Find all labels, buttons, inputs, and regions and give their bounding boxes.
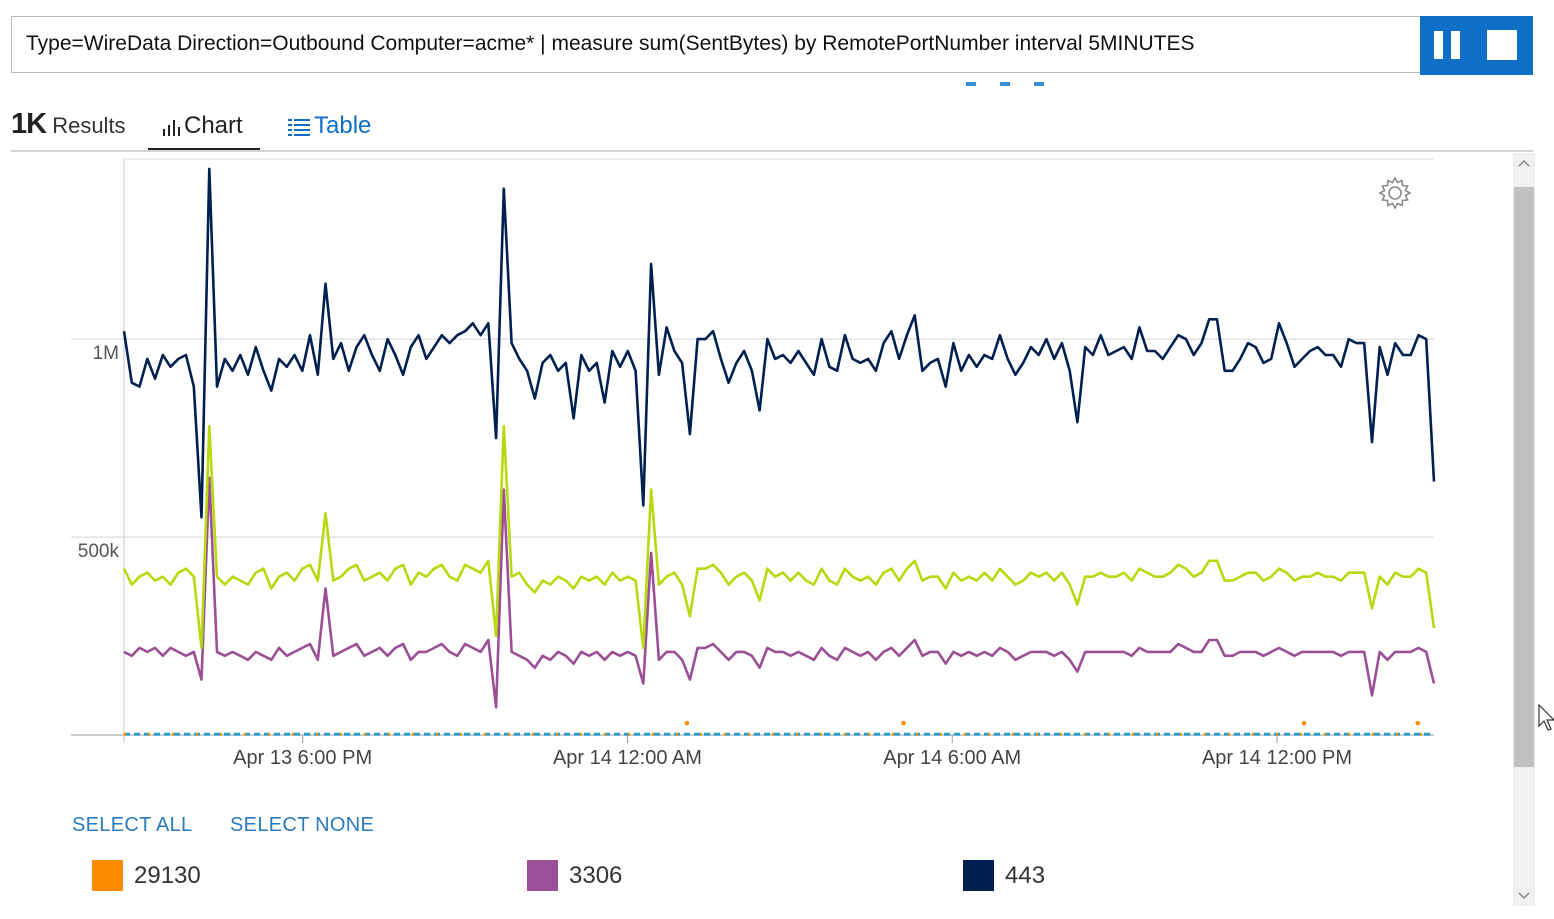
query-controls bbox=[1420, 16, 1533, 75]
scroll-thumb[interactable] bbox=[1514, 187, 1534, 767]
series-point-29130 bbox=[901, 720, 906, 726]
mouse-cursor-icon bbox=[1538, 704, 1554, 731]
tab-table-label: Table bbox=[314, 112, 372, 139]
tab-chart[interactable]: Chart bbox=[148, 104, 260, 152]
scroll-down-icon[interactable] bbox=[1513, 886, 1535, 906]
series-line-3306 bbox=[123, 476, 1436, 709]
query-bar[interactable]: Type=WireData Direction=Outbound Compute… bbox=[11, 16, 1533, 75]
view-tabs: 1K Results Chart Table bbox=[11, 104, 1533, 152]
query-input[interactable]: Type=WireData Direction=Outbound Compute… bbox=[26, 32, 1195, 55]
legend-label: 443 bbox=[1005, 862, 1046, 889]
legend-label: 3306 bbox=[569, 862, 623, 889]
chart-area: 1M 500k Apr 13 6:00 PM Apr 14 12:00 AM Apr 1… bbox=[11, 153, 1511, 793]
select-none-link[interactable]: SELECT NONE bbox=[230, 814, 375, 836]
line-chart: 1M 500k Apr 13 6:00 PM Apr 14 12:00 AM Apr 1… bbox=[71, 158, 1436, 769]
y-tick-label: 1M bbox=[93, 343, 119, 364]
tab-chart-label: Chart bbox=[184, 112, 243, 139]
results-count: 1K Results bbox=[11, 108, 126, 141]
legend-controls: SELECT ALL SELECT NONE bbox=[72, 814, 406, 837]
x-tick-label: Apr 14 12:00 PM bbox=[1202, 747, 1352, 769]
series-point-29130 bbox=[684, 720, 690, 726]
legend-swatch bbox=[527, 860, 558, 891]
gear-icon[interactable] bbox=[1377, 175, 1413, 211]
y-tick-label: 500k bbox=[78, 541, 120, 562]
results-label: Results bbox=[52, 113, 126, 138]
tab-table[interactable]: Table bbox=[286, 104, 396, 152]
scroll-up-icon[interactable] bbox=[1513, 153, 1535, 173]
pause-icon[interactable] bbox=[1434, 31, 1462, 59]
series-point-29130 bbox=[1415, 720, 1421, 726]
series-line-lime bbox=[122, 424, 1436, 650]
series-point-29130 bbox=[1301, 720, 1307, 726]
x-tick-label: Apr 14 12:00 AM bbox=[553, 747, 702, 769]
table-icon bbox=[288, 119, 310, 136]
legend-swatch bbox=[92, 860, 123, 891]
scrollbar[interactable] bbox=[1513, 153, 1535, 906]
legend-swatch bbox=[963, 860, 994, 891]
select-all-link[interactable]: SELECT ALL bbox=[72, 814, 193, 836]
x-tick-label: Apr 14 6:00 AM bbox=[883, 747, 1021, 769]
progress-indicator bbox=[966, 82, 1056, 87]
x-tick-label: Apr 13 6:00 PM bbox=[233, 747, 372, 769]
stop-icon[interactable] bbox=[1487, 30, 1517, 60]
bar-chart-icon bbox=[163, 120, 180, 136]
legend-label: 29130 bbox=[134, 862, 201, 889]
series-line-443 bbox=[122, 167, 1436, 519]
results-count-value: 1K bbox=[11, 108, 47, 140]
tabs-divider bbox=[11, 150, 1533, 152]
